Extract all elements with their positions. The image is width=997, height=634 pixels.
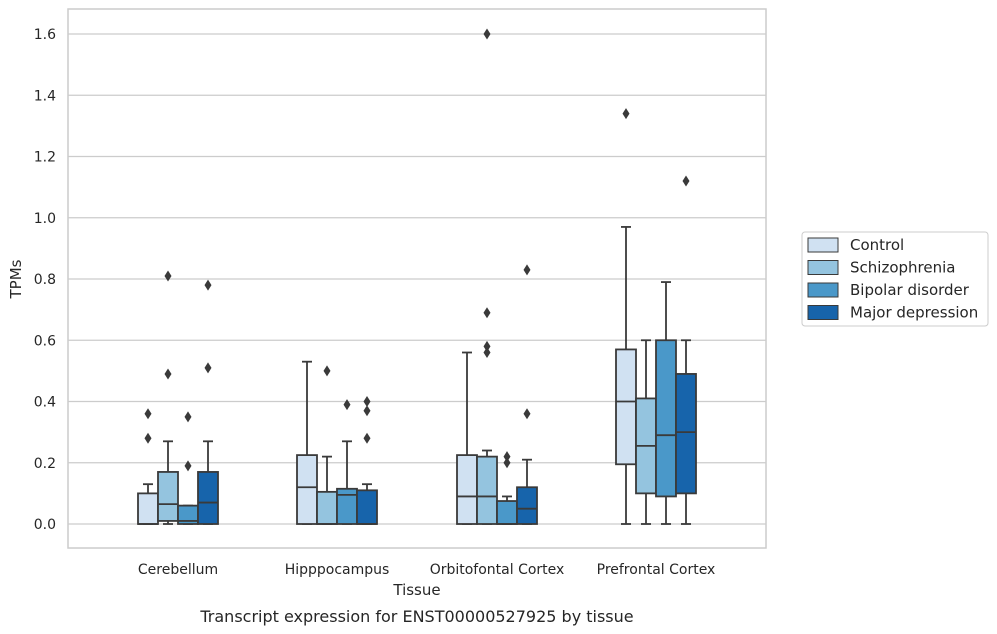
outlier-marker <box>144 408 152 420</box>
legend-label: Major depression <box>850 304 978 322</box>
box-body <box>296 454 318 525</box>
outlier-marker <box>144 432 152 444</box>
box-body <box>197 471 219 525</box>
box-body <box>157 471 179 522</box>
y-tick-label: 0.6 <box>34 333 56 349</box>
box-1-1 <box>316 365 338 525</box>
box-body <box>456 454 478 525</box>
box-0-1 <box>157 270 179 525</box>
legend-item: Bipolar disorder <box>807 281 970 299</box>
box-1-3 <box>356 396 378 525</box>
x-tick-labels: Cerebellum Hipppocampus Orbitofontal Corte… <box>138 562 715 578</box>
outlier-marker <box>323 365 331 377</box>
x-tick-label: Prefrontal Cortex <box>597 562 716 578</box>
box-2-2 <box>496 451 518 525</box>
box-0-3 <box>197 279 219 525</box>
box-0-2 <box>177 411 199 525</box>
box-2-3 <box>516 264 538 525</box>
y-tick-label: 0.4 <box>34 395 56 411</box>
x-tick-label: Hipppocampus <box>285 562 390 578</box>
outlier-marker <box>483 307 491 319</box>
box-body <box>356 489 378 525</box>
box-body <box>137 492 159 525</box>
outlier-marker <box>164 270 172 282</box>
legend-item: Major depression <box>807 304 978 322</box>
chart-caption: Transcript expression for ENST0000052792… <box>199 607 633 626</box>
box-3-2 <box>655 281 677 525</box>
outlier-marker <box>622 108 630 120</box>
outlier-marker <box>503 451 511 463</box>
legend-item: Schizophrenia <box>807 259 955 277</box>
outlier-marker <box>363 432 371 444</box>
legend-swatch <box>807 237 839 253</box>
outlier-marker <box>343 399 351 411</box>
y-tick-labels: 0.0 0.2 0.4 0.6 0.8 1.0 1.2 1.4 1.6 <box>34 27 56 533</box>
outlier-marker <box>483 340 491 352</box>
y-tick-label: 1.0 <box>34 211 56 227</box>
legend-item: Control <box>807 236 904 254</box>
plot-area-frame <box>67 8 767 549</box>
y-tick-label: 0.2 <box>34 456 56 472</box>
box-body <box>516 486 538 525</box>
legend-swatch <box>807 282 839 298</box>
outlier-marker <box>483 28 491 40</box>
legend-swatch <box>807 260 839 275</box>
y-axis-label: TPMs <box>7 259 25 299</box>
outlier-marker <box>363 405 371 417</box>
outlier-marker <box>503 457 511 469</box>
x-axis-label: Tissue <box>392 581 440 599</box>
box-body <box>655 339 677 498</box>
legend-frame <box>801 231 989 327</box>
legend-label: Control <box>850 236 904 254</box>
y-tick-label: 1.6 <box>34 27 56 43</box>
box-0-0 <box>137 408 159 525</box>
outlier-marker <box>164 368 172 380</box>
box-body <box>615 348 637 466</box>
box-body <box>675 373 697 495</box>
gridlines <box>68 33 766 525</box>
box-3-1 <box>635 339 657 525</box>
y-tick-label: 1.4 <box>34 88 56 104</box>
box-2-0 <box>456 351 478 525</box>
box-body <box>476 455 498 525</box>
outlier-marker <box>483 347 491 358</box>
x-tick-label: Orbitofontal Cortex <box>430 562 565 578</box>
outlier-marker <box>363 396 371 407</box>
box-body <box>496 500 518 525</box>
legend-swatch <box>807 305 839 320</box>
outlier-marker <box>682 175 690 187</box>
box-3-0 <box>615 108 637 525</box>
outlier-marker <box>184 411 192 423</box>
box-2-1 <box>476 28 498 525</box>
legend-items: Control Schizophrenia Bipolar disorder Majo… <box>807 236 978 322</box>
box-3-3 <box>675 175 697 525</box>
legend: Control Schizophrenia Bipolar disorder Majo… <box>801 231 989 327</box>
y-tick-label: 1.2 <box>34 150 56 166</box>
x-tick-label: Cerebellum <box>138 562 218 578</box>
outlier-marker <box>204 362 212 374</box>
box-1-2 <box>336 399 358 525</box>
boxes <box>137 28 697 525</box>
y-tick-label: 0.0 <box>34 517 56 533</box>
legend-label: Bipolar disorder <box>850 281 970 299</box>
outlier-marker <box>523 264 531 276</box>
box-1-0 <box>296 360 318 525</box>
outlier-marker <box>184 460 192 472</box>
outlier-marker <box>523 408 531 420</box>
outlier-marker <box>204 279 212 291</box>
box-body <box>316 490 338 525</box>
legend-label: Schizophrenia <box>850 259 955 277</box>
y-tick-label: 0.8 <box>34 272 56 288</box>
